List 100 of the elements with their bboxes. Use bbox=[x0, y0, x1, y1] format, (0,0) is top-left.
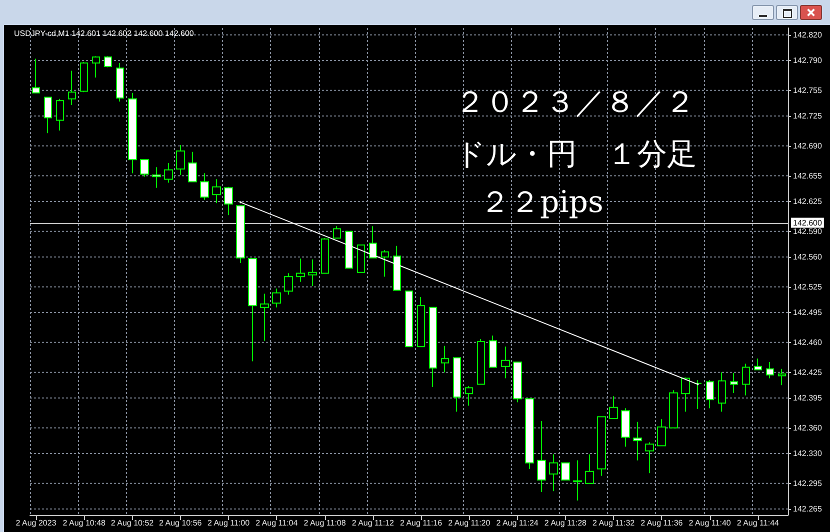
candlestick bbox=[224, 186, 233, 216]
candlestick bbox=[381, 250, 389, 278]
candlestick bbox=[200, 172, 209, 200]
candlestick bbox=[706, 380, 714, 409]
y-tick-label: 142.725 bbox=[793, 112, 822, 120]
y-tick-label: 142.525 bbox=[793, 282, 822, 292]
ref-line-label: 142.600 bbox=[793, 218, 822, 228]
annotation: ２０２３／８／２ bbox=[455, 85, 695, 120]
x-tick-label: 2 Aug 11:00 bbox=[207, 518, 250, 528]
x-tick-label: 2 Aug 11:44 bbox=[736, 518, 780, 528]
candlestick bbox=[104, 56, 112, 68]
candlestick bbox=[80, 62, 88, 93]
candlestick bbox=[669, 390, 678, 428]
y-tick-label: 142.395 bbox=[793, 393, 822, 402]
candlestick bbox=[742, 363, 750, 396]
candlestick bbox=[766, 362, 774, 379]
candlestick bbox=[369, 226, 377, 258]
x-tick-label: 2 Aug 11:20 bbox=[448, 518, 491, 528]
candlestick bbox=[633, 421, 642, 461]
y-tick-label: 142.790 bbox=[793, 56, 822, 65]
candlestick bbox=[645, 442, 654, 474]
annotation: ドル・円 １分足 bbox=[455, 137, 697, 172]
x-tick-label: 2 Aug 11:16 bbox=[400, 518, 443, 528]
y-tick-label: 142.690 bbox=[793, 141, 822, 150]
candlestick bbox=[621, 408, 630, 448]
y-tick-label: 142.755 bbox=[793, 86, 822, 95]
candlestick bbox=[429, 306, 437, 388]
x-tick-label: 2 Aug 11:32 bbox=[592, 518, 636, 528]
y-tick-label: 142.265 bbox=[793, 504, 822, 514]
candlestick bbox=[308, 259, 317, 287]
x-tick-label: 2 Aug 11:40 bbox=[688, 518, 732, 528]
candlestick bbox=[573, 460, 582, 501]
candlestick bbox=[513, 362, 522, 403]
candlestick bbox=[152, 166, 161, 188]
x-tick-label: 2 Aug 11:08 bbox=[304, 518, 346, 528]
candlestick bbox=[116, 62, 124, 102]
candlestick bbox=[549, 454, 558, 492]
x-tick-label: 2 Aug 11:24 bbox=[496, 518, 539, 528]
y-tick-label: 142.460 bbox=[793, 338, 822, 347]
candlestick bbox=[525, 398, 534, 470]
candlestick bbox=[32, 58, 40, 94]
candlestick bbox=[164, 162, 173, 184]
candlestick bbox=[585, 454, 594, 484]
candlestick bbox=[212, 178, 221, 204]
candlestick bbox=[188, 151, 197, 182]
candlestick bbox=[260, 293, 269, 342]
candlestick bbox=[657, 418, 666, 446]
y-tick-label: 142.295 bbox=[793, 478, 822, 488]
candlestick bbox=[333, 226, 341, 239]
y-tick-label: 142.330 bbox=[793, 448, 822, 458]
candlestick bbox=[694, 380, 702, 410]
chart-title: USDJPY-cd,M1 142.601 142.602 142.600 142.600 bbox=[14, 29, 194, 38]
candlestick bbox=[284, 272, 293, 296]
candlestick bbox=[92, 56, 100, 78]
x-tick-label: 2 Aug 10:56 bbox=[159, 518, 202, 528]
x-tick-label: 2 Aug 2023 bbox=[16, 518, 57, 528]
candlestick bbox=[345, 230, 353, 269]
y-tick-label: 142.655 bbox=[793, 171, 822, 180]
candlestick bbox=[501, 346, 510, 379]
candlestick bbox=[417, 296, 425, 348]
y-tick-label: 142.590 bbox=[793, 226, 822, 236]
candlestick bbox=[321, 238, 329, 274]
candlestick bbox=[44, 96, 52, 134]
y-tick-label: 142.820 bbox=[793, 30, 822, 40]
candlestick bbox=[609, 396, 618, 419]
candlestick bbox=[754, 358, 762, 370]
candlestick bbox=[730, 372, 738, 394]
candlestick bbox=[681, 376, 690, 412]
x-tick-label: 2 Aug 11:12 bbox=[352, 518, 395, 528]
candlestick bbox=[718, 372, 726, 412]
y-tick-label: 142.360 bbox=[793, 423, 822, 432]
candlestick bbox=[393, 245, 401, 291]
candlestick bbox=[296, 258, 305, 282]
candlestick bbox=[272, 288, 281, 308]
candlestick bbox=[248, 258, 257, 362]
candlestick bbox=[56, 98, 64, 132]
candlestick bbox=[489, 335, 497, 368]
candlestick bbox=[357, 244, 365, 273]
candlestick bbox=[441, 345, 449, 373]
candlestick bbox=[477, 338, 485, 385]
candlestick bbox=[597, 416, 606, 476]
candlestick bbox=[128, 92, 137, 174]
annotation: ２２pips bbox=[480, 185, 604, 220]
candlestick bbox=[778, 368, 786, 386]
x-tick-label: 2 Aug 11:36 bbox=[640, 518, 684, 528]
candlestick bbox=[68, 70, 76, 106]
x-tick-label: 2 Aug 11:28 bbox=[544, 518, 588, 528]
x-tick-label: 2 Aug 11:04 bbox=[256, 518, 298, 528]
candlestick bbox=[405, 290, 413, 348]
y-tick-label: 142.495 bbox=[793, 308, 822, 318]
candlestick bbox=[453, 357, 461, 412]
y-tick-label: 142.560 bbox=[793, 252, 822, 262]
candlestick bbox=[465, 385, 473, 406]
y-tick-label: 142.625 bbox=[793, 196, 822, 206]
candlestick bbox=[561, 462, 570, 480]
candlestick bbox=[537, 420, 546, 492]
x-tick-label: 2 Aug 10:52 bbox=[110, 518, 154, 528]
x-tick-label: 2 Aug 10:48 bbox=[62, 518, 106, 528]
candlestick bbox=[176, 144, 185, 176]
y-tick-label: 142.425 bbox=[793, 368, 822, 377]
